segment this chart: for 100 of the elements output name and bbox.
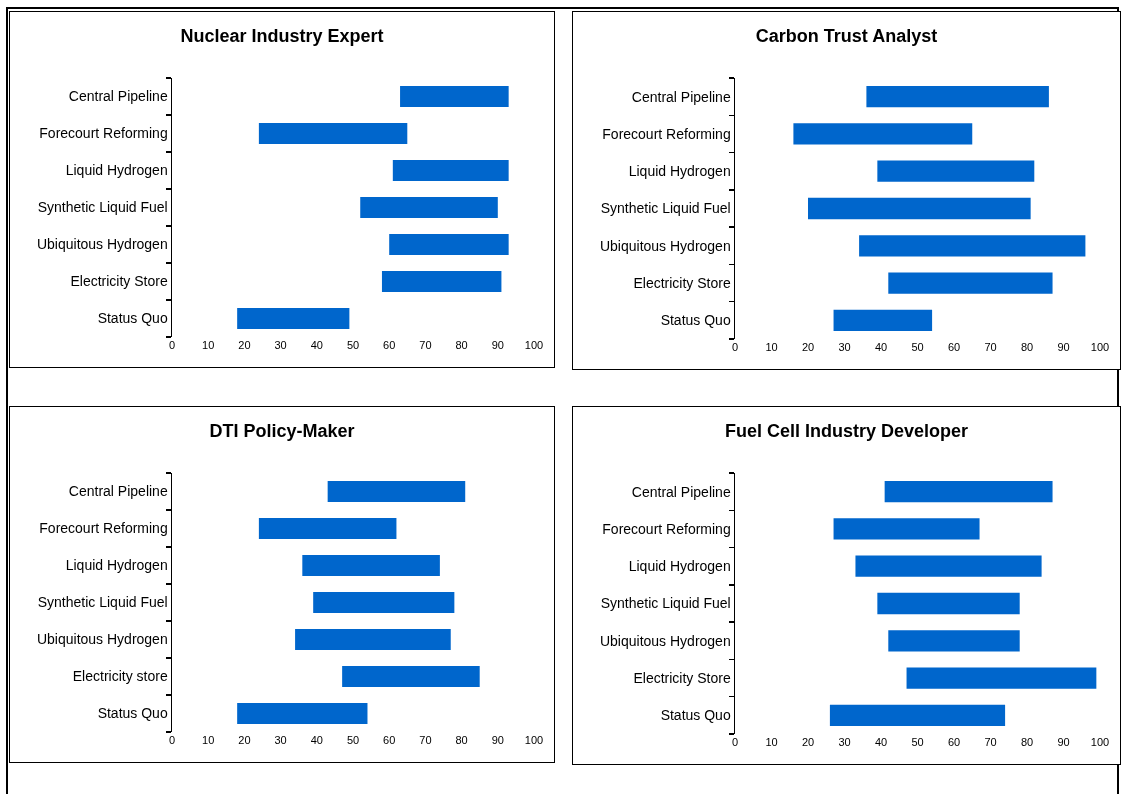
- x-tick-label: 100: [1090, 736, 1110, 748]
- y-tick-label: Electricity Store: [633, 274, 731, 291]
- x-tick-label: 60: [947, 341, 961, 353]
- y-tick-label: Liquid Hydrogen: [628, 163, 731, 180]
- x-tick-label: 70: [419, 734, 432, 746]
- y-tick-label: Electricity Store: [70, 273, 168, 290]
- bar: [237, 307, 350, 330]
- y-tick-label: Forecourt Reforming: [602, 125, 731, 142]
- x-tick-label: 30: [274, 339, 287, 351]
- y-tick-label: Synthetic Liquid Fuel: [37, 594, 168, 611]
- x-tick-label: 80: [455, 734, 468, 746]
- x-tick-label: 60: [947, 736, 961, 748]
- x-tick-label: 60: [383, 734, 396, 746]
- bar: [313, 591, 455, 614]
- bar: [327, 480, 466, 503]
- bar: [381, 270, 502, 293]
- x-tick-label: 70: [419, 339, 432, 351]
- y-tick-label: Synthetic Liquid Fuel: [600, 595, 731, 612]
- x-tick-label: 40: [874, 341, 888, 353]
- y-tick-label: Ubiquitous Hydrogen: [36, 631, 168, 648]
- bar: [877, 592, 1020, 615]
- bar: [258, 517, 397, 540]
- y-tick-label: Ubiquitous Hydrogen: [599, 632, 731, 649]
- y-tick-label: Electricity store: [72, 668, 168, 685]
- y-tick-label: Central Pipeline: [68, 88, 168, 105]
- x-tick-label: 30: [838, 341, 851, 353]
- y-tick-label: Status Quo: [97, 705, 168, 722]
- bar: [389, 233, 509, 256]
- x-tick-label: 80: [455, 339, 468, 351]
- y-tick-label: Electricity Store: [633, 669, 731, 686]
- bar: [360, 196, 498, 219]
- x-tick-label: 100: [1090, 341, 1110, 353]
- y-tick-label: Central Pipeline: [631, 88, 731, 105]
- x-tick-label: 60: [383, 339, 396, 351]
- x-tick-label: 80: [1020, 736, 1034, 748]
- x-tick-label: 30: [838, 736, 851, 748]
- x-tick-label: 50: [346, 339, 360, 351]
- x-tick-label: 70: [984, 736, 997, 748]
- y-tick-label: Central Pipeline: [631, 483, 731, 500]
- x-tick-label: 10: [765, 341, 778, 353]
- bar: [829, 704, 1006, 726]
- x-tick-label: 0: [731, 341, 739, 353]
- y-tick-label: Ubiquitous Hydrogen: [36, 236, 168, 253]
- x-tick-label: 100: [524, 339, 544, 351]
- x-tick-label: 50: [911, 736, 924, 748]
- bar: [888, 630, 1020, 652]
- x-tick-label: 80: [1020, 341, 1034, 353]
- x-tick-label: 20: [801, 736, 815, 748]
- bar: [808, 197, 1031, 220]
- bar: [855, 555, 1042, 577]
- y-tick-label: Ubiquitous Hydrogen: [599, 237, 731, 254]
- y-tick-label: Liquid Hydrogen: [65, 557, 168, 574]
- chart-title: Fuel Cell Industry Developer: [724, 421, 969, 442]
- x-tick-label: 50: [346, 734, 360, 746]
- x-tick-label: 0: [168, 734, 176, 746]
- x-tick-label: 20: [238, 339, 251, 351]
- x-tick-label: 0: [168, 339, 176, 351]
- x-tick-label: 10: [202, 734, 215, 746]
- bar: [833, 309, 933, 331]
- x-tick-label: 10: [202, 339, 215, 351]
- x-tick-label: 20: [238, 734, 251, 746]
- y-tick-label: Status Quo: [660, 312, 731, 329]
- bar: [833, 518, 980, 540]
- bar: [295, 628, 451, 651]
- x-tick-label: 40: [874, 736, 888, 748]
- y-tick-label: Liquid Hydrogen: [628, 558, 731, 575]
- x-tick-label: 40: [310, 339, 323, 351]
- chart-title: Carbon Trust Analyst: [755, 26, 938, 47]
- bar: [877, 160, 1035, 182]
- bar: [342, 665, 480, 688]
- y-tick-label: Status Quo: [97, 310, 168, 327]
- x-tick-label: 40: [310, 734, 323, 746]
- x-tick-label: 100: [524, 734, 544, 746]
- bar: [906, 667, 1097, 689]
- bar: [302, 554, 440, 577]
- bar: [859, 235, 1086, 257]
- x-tick-label: 50: [911, 341, 924, 353]
- bar: [392, 159, 509, 182]
- y-tick-label: Status Quo: [660, 707, 731, 724]
- x-tick-label: 20: [801, 341, 815, 353]
- bar: [793, 123, 973, 145]
- y-tick-label: Forecourt Reforming: [39, 125, 168, 142]
- y-tick-label: Synthetic Liquid Fuel: [37, 199, 168, 216]
- bar: [866, 86, 1049, 108]
- bar: [400, 85, 509, 108]
- x-tick-label: 10: [765, 736, 778, 748]
- x-tick-label: 90: [491, 734, 504, 746]
- y-tick-label: Forecourt Reforming: [39, 520, 168, 537]
- y-tick-label: Liquid Hydrogen: [65, 162, 168, 179]
- chart-title: Nuclear Industry Expert: [180, 26, 384, 47]
- x-tick-label: 90: [1057, 736, 1070, 748]
- y-tick-label: Synthetic Liquid Fuel: [600, 200, 731, 217]
- bar: [258, 122, 408, 145]
- x-tick-label: 30: [274, 734, 287, 746]
- y-tick-label: Central Pipeline: [68, 483, 168, 500]
- bar: [888, 272, 1053, 294]
- x-tick-label: 90: [1057, 341, 1070, 353]
- bar: [884, 481, 1053, 503]
- x-tick-label: 70: [984, 341, 997, 353]
- y-tick-label: Forecourt Reforming: [602, 520, 731, 537]
